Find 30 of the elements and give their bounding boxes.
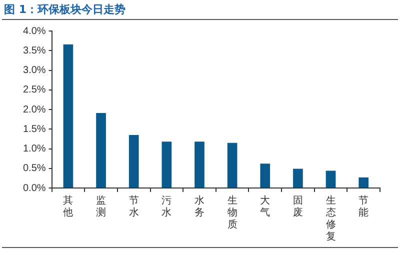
bar — [293, 168, 303, 188]
y-tick-label: 2.0% — [22, 104, 46, 116]
x-tick-label: 固废 — [292, 196, 303, 219]
x-tick-label: 污水 — [162, 194, 172, 219]
y-tick-label: 3.0% — [22, 65, 46, 76]
x-tick-label: 水务 — [194, 194, 204, 219]
x-tick-label: 监测 — [96, 194, 106, 219]
x-tick-label: 生态修复 — [324, 194, 336, 243]
y-tick-label: 1.0% — [22, 144, 46, 154]
chart-title: 图 1：环保板块今日走势 — [4, 2, 126, 17]
y-tick-label: 2.5% — [22, 84, 46, 96]
x-tick-label: 大气 — [260, 194, 270, 219]
bar — [358, 177, 369, 188]
y-tick-label: 1.5% — [22, 124, 46, 135]
x-tick-label: 节能 — [358, 194, 369, 219]
y-tick-label: 3.5% — [22, 45, 46, 56]
bar — [326, 170, 336, 188]
x-tick-label: 其他 — [63, 194, 74, 219]
bar — [96, 113, 106, 188]
bar — [227, 142, 238, 188]
x-tick-label: 节水 — [128, 194, 139, 219]
y-tick-label: 0.5% — [22, 163, 46, 174]
bar — [194, 142, 204, 188]
bar — [162, 142, 172, 188]
x-tick-label: 生物质 — [227, 194, 238, 231]
bar — [63, 44, 74, 188]
y-tick-label: 0.0% — [22, 182, 46, 194]
bar — [260, 164, 270, 188]
y-tick-label: 4.0% — [22, 26, 46, 37]
bar — [128, 135, 139, 188]
